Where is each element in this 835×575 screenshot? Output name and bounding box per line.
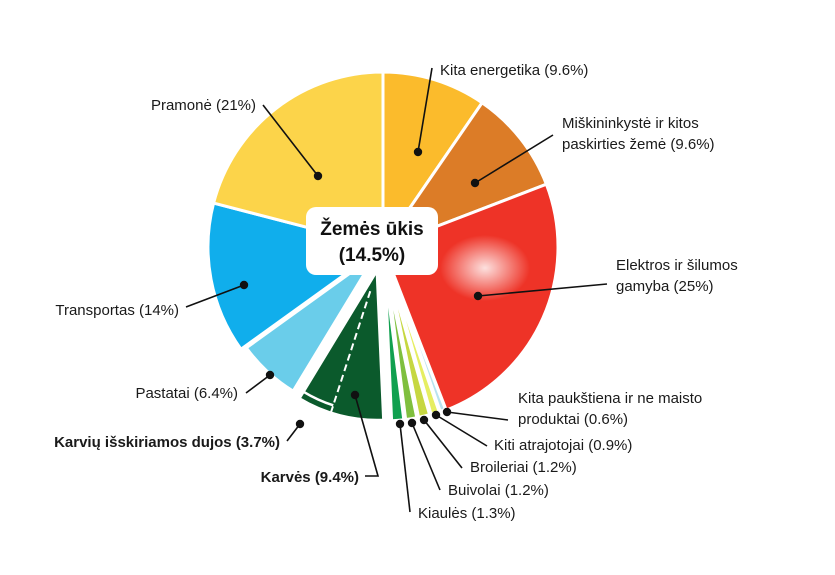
- leader-elektros-ir-silumos-gamyba: [477, 283, 608, 297]
- label-kita-paukstiena-ir-ne-maisto-produktai-line1: Kita paukštiena ir ne maisto: [518, 390, 702, 407]
- label-broileriai: Broileriai (1.2%): [470, 459, 577, 476]
- label-transportas: Transportas (14%): [55, 302, 179, 319]
- label-kita-energetika: Kita energetika (9.6%): [440, 62, 588, 79]
- leader-dot-buivolai: [407, 418, 417, 428]
- leader-kiaules: [399, 423, 411, 513]
- leader-dot-kiaules: [395, 419, 405, 429]
- pie-overlays: [302, 235, 530, 416]
- label-elektros-ir-silumos-gamyba-line2: gamyba (25%): [616, 278, 714, 295]
- leader-dot-pastatai: [265, 370, 275, 380]
- center-badge: Žemės ūkis (14.5%): [306, 207, 438, 275]
- leader-miskininkyste-ir-kitos-paskirties-zeme: [474, 134, 554, 184]
- leader-pastatai: [245, 374, 271, 394]
- leader-dot-broileriai: [419, 415, 429, 425]
- leader-dot-elektros-ir-silumos-gamyba: [473, 291, 483, 301]
- leader-transportas: [185, 284, 245, 308]
- slice-pramone: [211, 70, 385, 249]
- slice-kiaules: [383, 270, 406, 423]
- label-karves: Karvės (9.4%): [261, 469, 359, 486]
- leader-dot-karviu-isskiriamos-dujos: [295, 419, 305, 429]
- leader-kita-energetika: [417, 67, 433, 153]
- label-pramone: Pramonė (21%): [151, 97, 256, 114]
- leader-dot-kita-energetika: [413, 147, 423, 157]
- label-miskininkyste-ir-kitos-paskirties-zeme-line1: Miškininkystė ir kitos: [562, 115, 699, 132]
- center-title-line1: Žemės ūkis: [320, 218, 424, 240]
- leader-dot-kita-paukstiena-ir-ne-maisto-produktai: [442, 407, 452, 417]
- leader-kita-paukstiena-ir-ne-maisto-produktai: [446, 411, 509, 421]
- label-karviu-isskiriamos-dujos: Karvių išskiriamos dujos (3.7%): [54, 434, 280, 451]
- leader-dot-miskininkyste-ir-kitos-paskirties-zeme: [470, 178, 480, 188]
- leader-kiti-atrajotojai: [435, 414, 488, 447]
- center-badge-box: [306, 207, 438, 275]
- leader-dot-kiti-atrajotojai: [431, 410, 441, 420]
- label-miskininkyste-ir-kitos-paskirties-zeme-line2: paskirties žemė (9.6%): [562, 136, 715, 153]
- label-buivolai: Buivolai (1.2%): [448, 482, 549, 499]
- slice-kita-energetika: [381, 70, 485, 252]
- center-title-line2: (14.5%): [339, 245, 406, 266]
- slice-labels: Kita energetika (9.6%) Miškininkystė ir k…: [54, 62, 738, 522]
- leader-broileriai: [423, 419, 463, 469]
- leader-dot-pramone: [313, 171, 323, 181]
- leader-buivolai: [411, 422, 441, 491]
- pie-glare: [440, 235, 530, 301]
- label-kita-paukstiena-ir-ne-maisto-produktai-line2: produktai (0.6%): [518, 411, 628, 428]
- leader-pramone: [262, 104, 319, 177]
- leader-lines: [185, 67, 608, 513]
- slice-karves: [297, 265, 386, 422]
- slice-buivolai: [385, 270, 419, 422]
- leader-dot-karves: [350, 390, 360, 400]
- leader-karves: [354, 394, 380, 477]
- label-elektros-ir-silumos-gamyba-line1: Elektros ir šilumos: [616, 257, 738, 274]
- sub-slice-outline: [302, 390, 334, 407]
- label-pastatai: Pastatai (6.4%): [135, 385, 238, 402]
- label-kiti-atrajotojai: Kiti atrajotojai (0.9%): [494, 437, 632, 454]
- label-kiaules: Kiaulės (1.3%): [418, 505, 516, 522]
- leader-dot-transportas: [239, 280, 249, 290]
